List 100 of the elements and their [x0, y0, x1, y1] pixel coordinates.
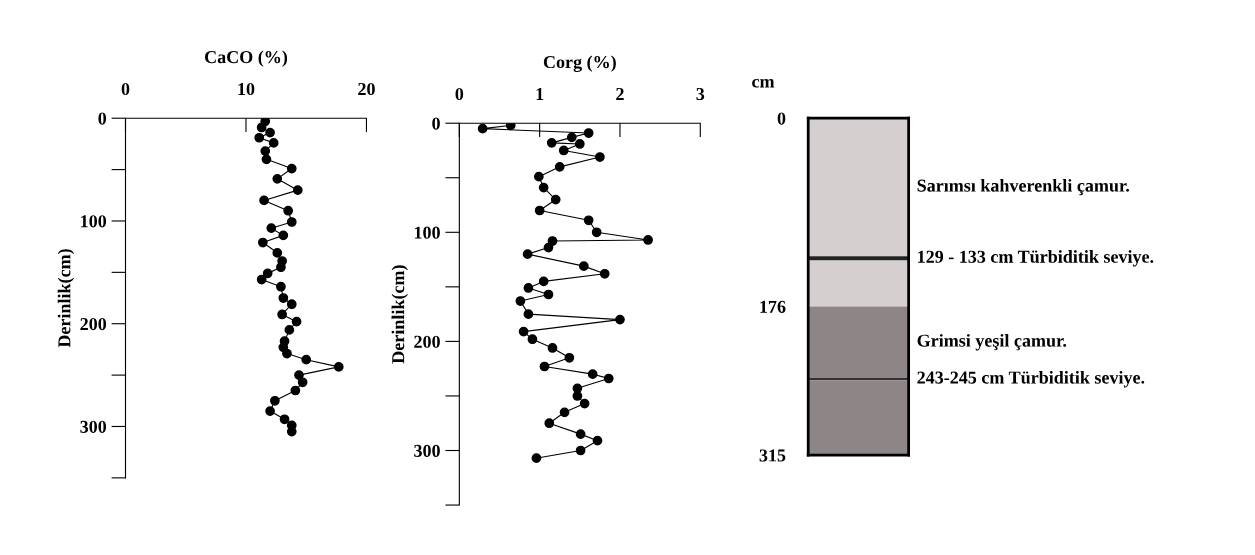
point	[294, 370, 304, 380]
series-label: 243-245 cm Türbiditik seviye.	[917, 370, 1145, 388]
point	[564, 352, 575, 363]
point	[527, 334, 538, 345]
point	[256, 122, 267, 133]
x-tick-label: 10	[238, 82, 255, 96]
y-axis-title: cm	[752, 78, 775, 88]
point	[297, 377, 308, 388]
point	[283, 205, 294, 216]
point	[572, 391, 583, 401]
point	[543, 289, 554, 300]
point	[262, 268, 273, 279]
point	[538, 182, 549, 193]
y-axis-title: Derinlik(cm)	[57, 249, 75, 348]
bar	[808, 306, 909, 379]
point	[550, 194, 561, 205]
point	[286, 217, 297, 227]
point	[261, 154, 272, 165]
y-tick-label: 0	[777, 112, 786, 125]
point	[505, 123, 516, 131]
point	[534, 205, 545, 216]
point	[259, 195, 269, 206]
bar	[808, 256, 909, 261]
x-tick-label: 0	[455, 87, 464, 101]
point	[290, 385, 301, 396]
series-label: Sarımsı kahverenkli çamur.	[917, 179, 1130, 196]
point	[546, 137, 557, 148]
point	[531, 453, 542, 464]
point	[558, 145, 569, 156]
point	[292, 185, 303, 196]
y-tick-label: 100	[414, 226, 440, 239]
point	[272, 247, 283, 258]
y-tick-label: 315	[759, 449, 786, 462]
series-label: 129 - 133 cm Türbiditik seviye.	[918, 250, 1154, 267]
point	[615, 314, 625, 325]
point	[579, 398, 590, 409]
point	[477, 123, 488, 134]
point	[282, 348, 292, 359]
point	[286, 163, 297, 174]
point	[286, 299, 297, 310]
y-axis-title: Derinlik(cm)	[391, 265, 408, 364]
point	[301, 354, 312, 365]
x-tick-label: 20	[358, 82, 375, 96]
point	[575, 445, 586, 456]
y-tick-label: 176	[760, 300, 786, 313]
point	[574, 139, 585, 149]
point	[272, 173, 283, 184]
x-axis-title: Corg (%)	[543, 55, 616, 72]
point	[276, 281, 286, 292]
point	[277, 309, 287, 320]
point	[254, 132, 265, 143]
y-tick-label: 200	[80, 317, 107, 331]
x-tick-label: 2	[616, 87, 624, 100]
point	[583, 128, 594, 138]
point	[599, 268, 610, 279]
point	[583, 215, 594, 226]
point	[265, 406, 275, 416]
point	[523, 283, 534, 293]
x-tick-label: 0	[121, 82, 130, 96]
point	[515, 296, 526, 306]
point	[265, 127, 275, 138]
point	[270, 395, 280, 406]
point	[575, 429, 586, 439]
point	[643, 235, 653, 245]
point	[559, 407, 570, 418]
y-tick-label: 0	[432, 117, 440, 130]
point	[276, 262, 286, 273]
point	[578, 261, 589, 271]
point	[278, 230, 289, 241]
point	[291, 316, 302, 327]
point	[256, 274, 267, 285]
point	[538, 276, 549, 287]
point	[257, 237, 268, 248]
bar	[808, 378, 909, 381]
point	[595, 152, 605, 162]
point	[268, 138, 279, 148]
point	[333, 362, 344, 372]
x-tick-label: 1	[536, 88, 544, 100]
point	[278, 293, 289, 303]
x-axis-title: CaCO (%)	[204, 50, 288, 67]
point	[603, 373, 614, 384]
point	[522, 249, 533, 259]
point	[544, 418, 555, 429]
x-tick-label: 3	[696, 87, 705, 101]
point	[518, 326, 529, 337]
point	[260, 146, 271, 156]
y-tick-label: 300	[414, 444, 440, 457]
point	[554, 161, 565, 172]
point	[533, 171, 544, 182]
point	[543, 242, 554, 253]
y-tick-label: 200	[414, 335, 440, 348]
point	[284, 325, 295, 335]
y-tick-label: 0	[98, 112, 107, 125]
point	[592, 435, 603, 446]
point	[279, 414, 290, 425]
point	[547, 236, 558, 246]
bar	[808, 260, 909, 307]
series-label: Grimsi yeşil çamur.	[917, 334, 1067, 351]
point	[587, 369, 598, 379]
point	[266, 223, 277, 234]
